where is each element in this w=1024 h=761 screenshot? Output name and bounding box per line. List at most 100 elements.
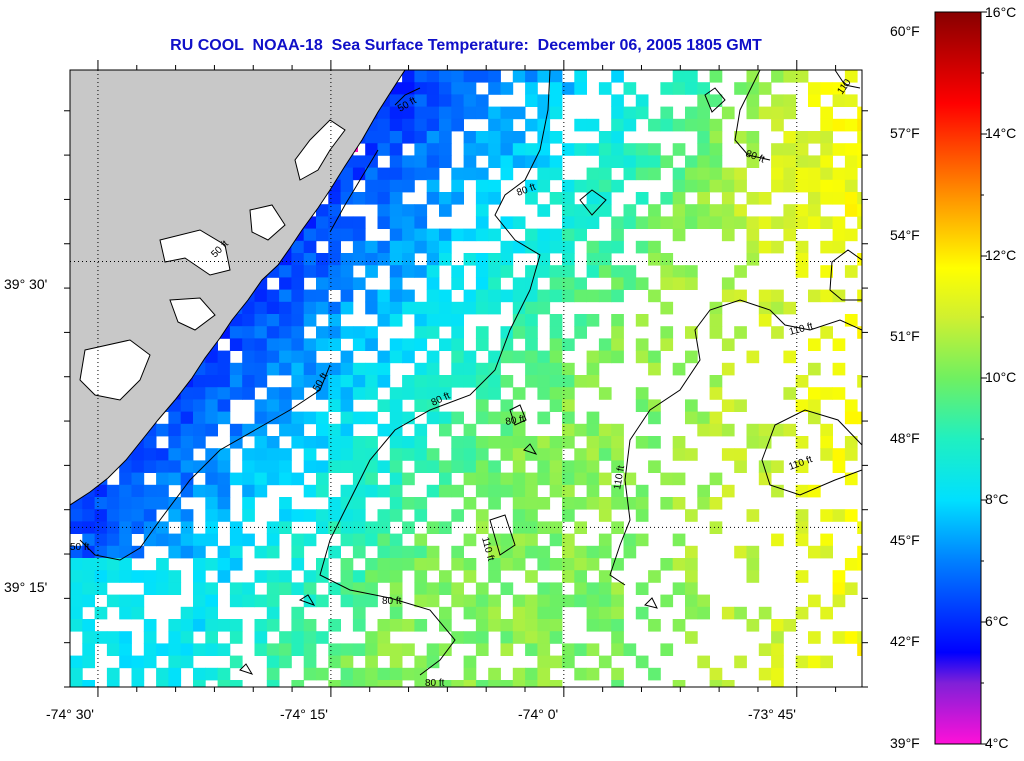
sst-pixel [352, 533, 366, 547]
sst-pixel [303, 460, 317, 473]
sst-pixel [365, 265, 378, 278]
sst-pixel [562, 594, 575, 608]
sst-pixel [562, 204, 575, 217]
sst-pixel [414, 545, 428, 559]
contour-110ft [609, 299, 862, 586]
sst-pixel [611, 667, 624, 681]
sst-pixel [512, 680, 526, 687]
sst-pixel [119, 509, 132, 522]
sst-pixel [525, 350, 538, 364]
sst-pixel [365, 643, 378, 656]
sst-pixel [512, 387, 526, 400]
sst-pixel [254, 570, 268, 583]
sst-pixel [500, 558, 514, 571]
sst-pixel [783, 387, 797, 400]
sst-pixel [525, 643, 538, 656]
sst-pixel [709, 216, 723, 229]
sst-pixel [365, 387, 378, 400]
sst-pixel [229, 326, 243, 339]
sst-pixel [672, 472, 686, 486]
sst-pixel [402, 472, 415, 486]
sst-pixel [635, 155, 649, 168]
sst-pixel [156, 582, 169, 595]
sst-pixel [414, 326, 428, 339]
sst-pixel [832, 240, 846, 254]
sst-pixel [488, 131, 501, 144]
sst-pixel [439, 472, 452, 486]
sst-pixel [721, 106, 735, 120]
sst-pixel [549, 460, 563, 473]
sst-pixel [316, 436, 329, 449]
sst-pixel [832, 362, 846, 376]
sst-pixel [648, 570, 661, 583]
sst-pixel [402, 558, 415, 571]
sst-pixel [402, 387, 415, 400]
sst-pixel [94, 521, 108, 534]
sst-pixel [832, 192, 846, 205]
sst-pixel [143, 509, 157, 522]
sst-pixel [623, 106, 637, 120]
sst-pixel [365, 533, 378, 547]
sst-pixel [316, 265, 329, 278]
sst-pixel [303, 533, 317, 547]
sst-pixel [525, 118, 538, 132]
sst-pixel [488, 277, 501, 290]
sst-pixel [316, 204, 329, 217]
sst-pixel [598, 436, 612, 449]
sst-pixel [549, 70, 563, 83]
sst-pixel [783, 204, 797, 217]
sst-pixel [488, 570, 501, 583]
sst-pixel [734, 289, 747, 303]
sst-pixel [352, 545, 366, 559]
sst-pixel [389, 423, 403, 437]
sst-pixel [537, 94, 551, 107]
sst-pixel [685, 277, 698, 290]
sst-pixel [574, 570, 587, 583]
sst-pixel [242, 326, 255, 339]
sst-pixel [106, 497, 120, 510]
sst-pixel [672, 558, 686, 571]
sst-pixel [832, 216, 846, 229]
sst-pixel [660, 497, 674, 510]
sst-pixel [205, 448, 218, 461]
sst-pixel [82, 643, 95, 656]
sst-pixel [463, 460, 477, 473]
sst-pixel [377, 216, 391, 229]
sst-pixel [648, 411, 661, 425]
sst-pixel [771, 289, 784, 303]
sst-pixel [488, 265, 501, 278]
sst-pixel [279, 411, 292, 425]
sst-pixel [193, 375, 206, 388]
sst-pixel [525, 240, 538, 254]
sst-pixel [82, 570, 95, 583]
sst-pixel [635, 94, 649, 107]
sst-pixel [500, 143, 514, 156]
sst-pixel [598, 265, 612, 278]
sst-pixel [119, 558, 132, 571]
sst-pixel [106, 545, 120, 559]
sst-pixel [488, 70, 501, 83]
sst-pixel [389, 655, 403, 669]
sst-pixel [586, 411, 600, 425]
sst-pixel [70, 545, 83, 559]
sst-pixel [463, 558, 477, 571]
sst-pixel [377, 240, 391, 254]
contour-110ft-ne [834, 70, 861, 89]
sst-pixel [844, 558, 858, 571]
sst-pixel [771, 484, 784, 498]
sst-pixel [414, 497, 428, 510]
sst-pixel [82, 497, 95, 510]
sst-pixel [414, 619, 428, 632]
sst-pixel [168, 411, 182, 425]
sst-pixel [205, 387, 218, 400]
sst-pixel [451, 301, 464, 315]
sst-pixel [537, 655, 551, 669]
sst-pixel [131, 497, 145, 510]
sst-pixel [131, 472, 145, 486]
sst-pixel [291, 277, 305, 290]
sst-pixel [340, 680, 354, 687]
sst-pixel [475, 399, 489, 412]
sst-pixel [426, 118, 440, 132]
sst-pixel [697, 216, 710, 229]
sst-pixel [734, 265, 747, 278]
